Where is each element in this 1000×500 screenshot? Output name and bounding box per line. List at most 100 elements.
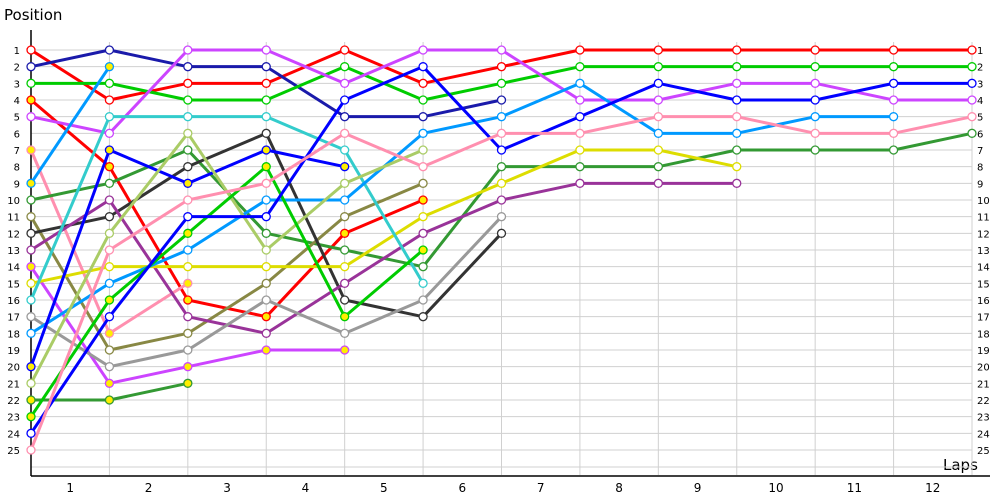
series-17-point — [104, 228, 115, 238]
series-7-point — [183, 145, 193, 155]
series-7-point — [261, 228, 271, 238]
series-5-point — [183, 278, 193, 288]
series-14-point — [26, 312, 36, 322]
x-tick-label: 7 — [537, 481, 545, 495]
series-12-point — [261, 262, 271, 272]
y-tick-label-right: 8 — [977, 163, 983, 174]
series-9-point — [261, 128, 271, 138]
series-20-point — [496, 145, 507, 155]
series-12-point — [496, 178, 507, 188]
series-14-point — [340, 328, 350, 338]
y-tick-label-right: 6 — [977, 129, 983, 140]
series-10-point — [732, 178, 742, 188]
series-10-point — [26, 245, 36, 255]
series-2-point — [418, 95, 428, 105]
series-16-point — [26, 362, 36, 372]
series-2-point — [340, 62, 350, 72]
y-tick-label-left: 24 — [7, 429, 20, 440]
series-2-point — [810, 62, 820, 72]
y-axis-title: Position — [4, 6, 63, 24]
series-11-point — [340, 345, 350, 355]
series-2-point — [496, 78, 507, 88]
series-4-point — [810, 78, 820, 88]
series-8-point — [261, 278, 271, 288]
series-0-point — [653, 45, 663, 55]
series-line-10 — [30, 181, 737, 335]
series-7-point — [104, 178, 115, 188]
series-1-point — [26, 62, 36, 72]
series-8-point — [26, 212, 36, 222]
y-tick-label-right: 17 — [977, 313, 990, 324]
series-15-point — [183, 245, 193, 255]
series-4-point — [183, 45, 193, 55]
series-3-point — [104, 162, 115, 172]
y-tick-label-right: 2 — [977, 63, 983, 74]
series-21-point — [418, 162, 428, 172]
series-17-point — [26, 378, 36, 388]
series-1-point — [183, 62, 193, 72]
series-1-point — [104, 45, 115, 55]
series-20-point — [261, 212, 271, 222]
series-10-point — [183, 312, 193, 322]
series-13-point — [340, 145, 350, 155]
series-15-point — [496, 112, 507, 122]
series-20-point — [732, 95, 742, 105]
series-0-point — [496, 62, 507, 72]
series-4-point — [261, 45, 271, 55]
series-11-point — [183, 362, 193, 372]
series-16-point — [104, 145, 115, 155]
y-tick-label-right: 9 — [977, 179, 983, 190]
series-12-point — [26, 278, 36, 288]
series-21-point — [340, 128, 350, 138]
series-12-point — [575, 145, 585, 155]
series-19-point — [261, 162, 271, 172]
series-13-point — [26, 295, 36, 305]
series-1-point — [340, 112, 350, 122]
series-9-point — [496, 228, 507, 238]
series-8-point — [104, 345, 115, 355]
series-7-point — [810, 145, 820, 155]
y-tick-label-right: 22 — [977, 396, 990, 407]
y-tick-label-left: 2 — [14, 63, 20, 74]
series-11-point — [261, 345, 271, 355]
y-tick-label-right: 15 — [977, 279, 990, 290]
y-tick-label-left: 4 — [14, 96, 20, 107]
series-10-point — [340, 278, 350, 288]
series-5-point — [26, 145, 36, 155]
series-20-point — [340, 95, 350, 105]
x-tick-label: 10 — [768, 481, 783, 495]
y-tick-label-left: 13 — [7, 246, 20, 257]
y-tick-label-right: 20 — [977, 363, 990, 374]
series-0-point — [26, 45, 36, 55]
series-20-point — [653, 78, 663, 88]
series-15-point — [418, 128, 428, 138]
y-tick-label-right: 24 — [977, 429, 990, 440]
x-tick-label: 3 — [223, 481, 231, 495]
series-10-point — [104, 195, 115, 205]
series-0-point — [183, 78, 193, 88]
series-21-point — [26, 445, 36, 455]
y-tick-label-left: 18 — [7, 329, 20, 340]
series-1-point — [418, 112, 428, 122]
series-0-point — [810, 45, 820, 55]
series-line-19 — [29, 165, 425, 418]
series-2-point — [967, 62, 977, 72]
series-3-point — [418, 195, 428, 205]
series-0-point — [732, 45, 742, 55]
series-0-point — [967, 45, 977, 55]
series-2-point — [575, 62, 585, 72]
series-20-point — [967, 78, 977, 88]
series-20-point — [888, 78, 899, 88]
series-4-point — [888, 95, 899, 105]
series-10-point — [575, 178, 585, 188]
series-0-point — [888, 45, 899, 55]
series-10-point — [261, 328, 271, 338]
y-tick-label-left: 22 — [7, 396, 20, 407]
series-3-point — [340, 228, 350, 238]
series-19-point — [104, 295, 115, 305]
series-6-point — [26, 178, 36, 188]
y-tick-label-left: 16 — [7, 296, 20, 307]
y-tick-label-right: 1 — [977, 46, 983, 57]
series-15-point — [261, 195, 271, 205]
series-21-point — [888, 128, 899, 138]
